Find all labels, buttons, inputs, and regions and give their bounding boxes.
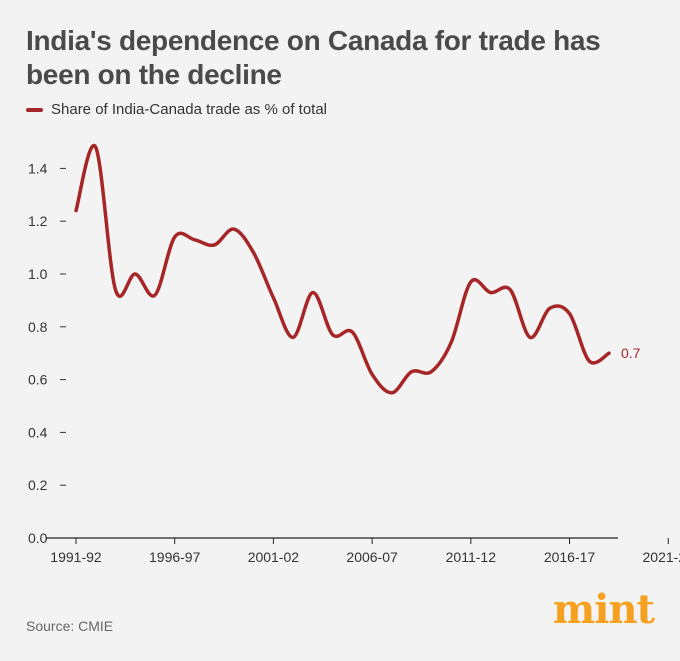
y-tick-label: 0.6 bbox=[28, 372, 48, 388]
legend-label: Share of India-Canada trade as % of tota… bbox=[51, 101, 328, 118]
y-tick-label: 0.4 bbox=[28, 424, 48, 440]
x-tick-label: 2016-17 bbox=[544, 549, 596, 565]
mint-logo: mint bbox=[552, 586, 655, 633]
x-axis: 1991-92 1996-97 2001-02 2006-07 2011-12 2016-… bbox=[46, 537, 680, 565]
series-layer: 0.7 bbox=[74, 143, 641, 395]
chart-title: India's dependence on Canada for trade h… bbox=[26, 25, 601, 90]
y-tick-label: 1.0 bbox=[28, 266, 48, 282]
source-note: Source: CMIE bbox=[26, 618, 114, 634]
end-value-label: 0.7 bbox=[621, 345, 641, 361]
y-tick-label: 0.8 bbox=[28, 319, 48, 335]
x-tick-label: 1991-92 bbox=[50, 549, 102, 565]
legend: Share of India-Canada trade as % of tota… bbox=[26, 101, 327, 118]
legend-swatch bbox=[26, 107, 43, 112]
y-tick-label: 1.2 bbox=[28, 213, 48, 229]
x-tick-label: 2011-12 bbox=[446, 549, 497, 565]
y-axis: 0.0 0.2 0.4 0.6 0.8 1.0 1.2 1.4 bbox=[28, 160, 66, 546]
x-tick-label: 2021-22 bbox=[643, 549, 680, 565]
y-tick-label: 0.0 bbox=[28, 530, 48, 546]
x-tick-label: 2006-07 bbox=[346, 549, 398, 565]
y-tick-label: 0.2 bbox=[28, 477, 48, 493]
x-tick-label: 2001-02 bbox=[248, 549, 300, 565]
x-tick-label: 1996-97 bbox=[149, 549, 201, 565]
y-tick-label: 1.4 bbox=[28, 160, 48, 176]
series-line bbox=[74, 143, 611, 395]
